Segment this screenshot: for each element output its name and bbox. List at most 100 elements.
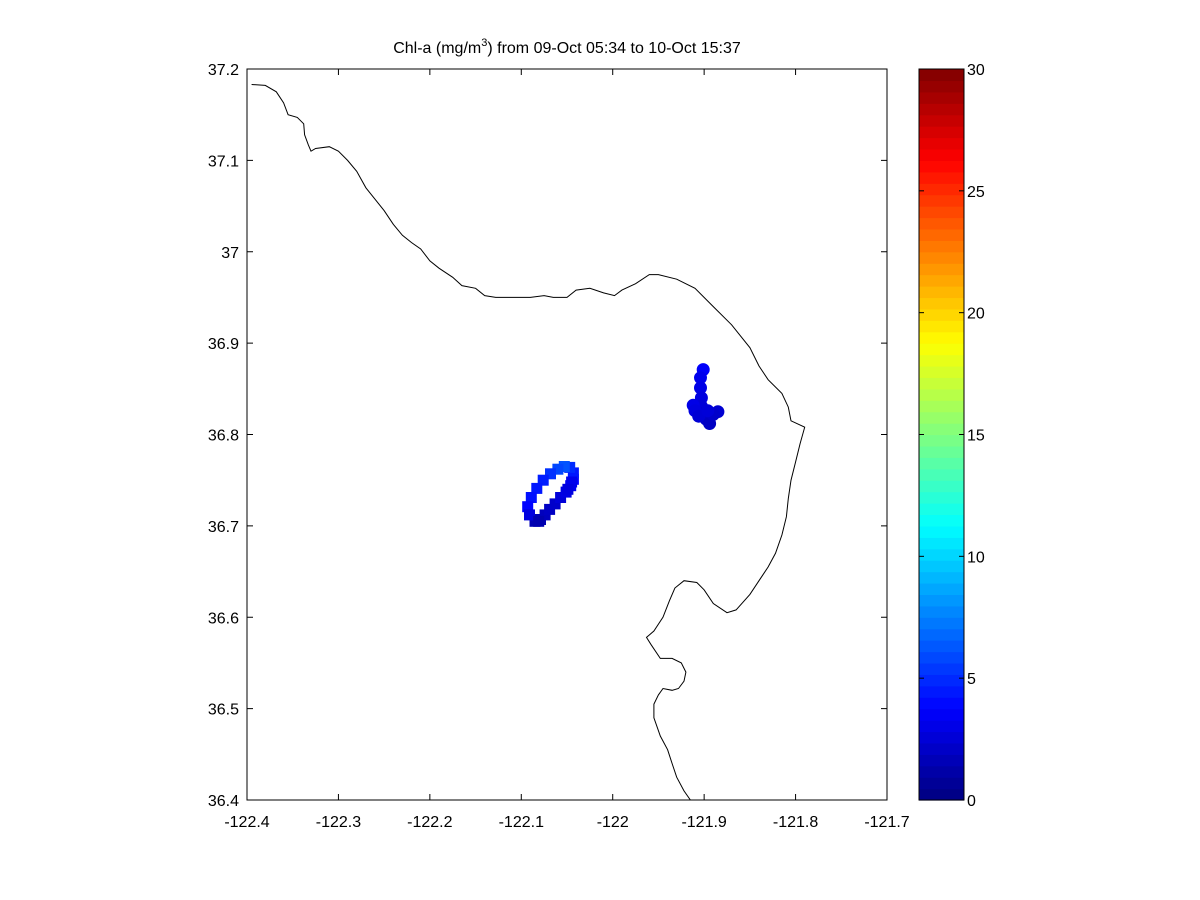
colorbar-band [919,514,964,527]
y-tick-label: 36.8 [208,428,239,445]
colorbar-band [919,320,964,333]
data-point [533,515,545,527]
y-tick-label: 36.6 [208,610,239,627]
x-tick-label: -122.3 [316,814,361,831]
colorbar-band [919,788,964,801]
colorbar-band [919,286,964,299]
colorbar-band [919,411,964,424]
colorbar-band [919,685,964,698]
data-point [531,482,543,494]
axes-layer: -122.4 -122.3 -122.2 -122.1 -122 -121.9 -121.8… [208,62,910,831]
y-tick-label: 37.1 [208,153,239,170]
colorbar-band [919,171,964,184]
colorbar-band [919,308,964,321]
colorbar-band [919,160,964,173]
colorbar-band [919,80,964,93]
colorbar-band [919,388,964,401]
plot-frame [246,68,888,801]
colorbar-band [919,217,964,230]
colorbar-band [919,400,964,413]
colorbar-band [919,594,964,607]
data-point [525,492,537,503]
y-tick-label: 36.7 [208,519,239,536]
colorbar-band [919,651,964,664]
colorbar-band [919,628,964,641]
colorbar-band [919,640,964,653]
colorbar-tick-label: 15 [967,428,985,445]
colorbar-band [919,605,964,618]
x-tick-label: -122 [597,814,629,831]
colorbar-band [919,491,964,504]
colorbar-tick-label: 20 [967,306,985,323]
colorbar-band [919,537,964,550]
x-tick-label: -122.2 [407,814,452,831]
colorbar-band [919,754,964,767]
colorbar-band [919,697,964,710]
colorbar-band [919,617,964,630]
data-point [701,404,715,418]
colorbar-band [919,674,964,687]
colorbar-band [919,297,964,310]
x-tick-label: -122.1 [499,814,544,831]
colorbar-band [919,148,964,161]
colorbar-tick-label: 5 [967,671,976,688]
y-tick-label: 36.5 [208,702,239,719]
x-tick-label: -121.8 [773,814,818,831]
colorbar-band [919,343,964,356]
colorbar-band [919,251,964,264]
colorbar-band [919,274,964,287]
colorbar-band [919,137,964,150]
colorbar-band [919,525,964,538]
colorbar-band [919,468,964,481]
y-tick-label: 37 [221,245,239,262]
colorbar-tick-label: 0 [967,793,976,810]
colorbar-tick-label: 10 [967,549,985,566]
colorbar-band [919,263,964,276]
colorbar-band [919,377,964,390]
colorbar-band [919,91,964,104]
colorbar-band [919,582,964,595]
data-point [562,483,574,495]
colorbar-band [919,354,964,367]
colorbar-band [919,560,964,573]
x-tick-label: -122.4 [224,814,269,831]
colorbar-band [919,365,964,378]
x-tick-label: -121.7 [864,814,909,831]
colorbar-band [919,571,964,584]
x-tick-label: -121.9 [681,814,726,831]
colorbar: 0 5 10 15 20 25 30 [918,62,985,810]
y-tick-label: 36.4 [208,793,239,810]
colorbar-band [919,480,964,493]
chart-title: Chl-a (mg/m3) from 09-Oct 05:34 to 10-Oc… [393,37,741,57]
colorbar-band [919,114,964,127]
colorbar-tick-label: 30 [967,62,985,79]
colorbar-band [919,194,964,207]
colorbar-band [919,548,964,561]
colorbar-band [919,765,964,778]
coastline-layer [251,84,806,800]
colorbar-band [919,503,964,516]
colorbar-band [919,183,964,196]
y-tick-label: 36.9 [208,336,239,353]
colorbar-band [919,662,964,675]
colorbar-band [919,423,964,436]
colorbar-band [919,103,964,116]
colorbar-tick-label: 25 [967,184,985,201]
data-points-layer [522,363,725,527]
colorbar-band [919,331,964,344]
data-point [545,468,556,480]
colorbar-band [919,708,964,721]
data-point [524,509,535,521]
colorbar-band [919,457,964,470]
colorbar-band [919,731,964,744]
data-point [537,474,549,486]
colorbar-band [919,206,964,219]
colorbar-band [919,742,964,755]
colorbar-band [919,720,964,733]
colorbar-band [919,126,964,139]
colorbar-band [919,69,964,82]
colorbar-band [919,445,964,458]
y-tick-label: 37.2 [208,62,239,79]
colorbar-band [919,434,964,447]
colorbar-band [919,777,964,790]
